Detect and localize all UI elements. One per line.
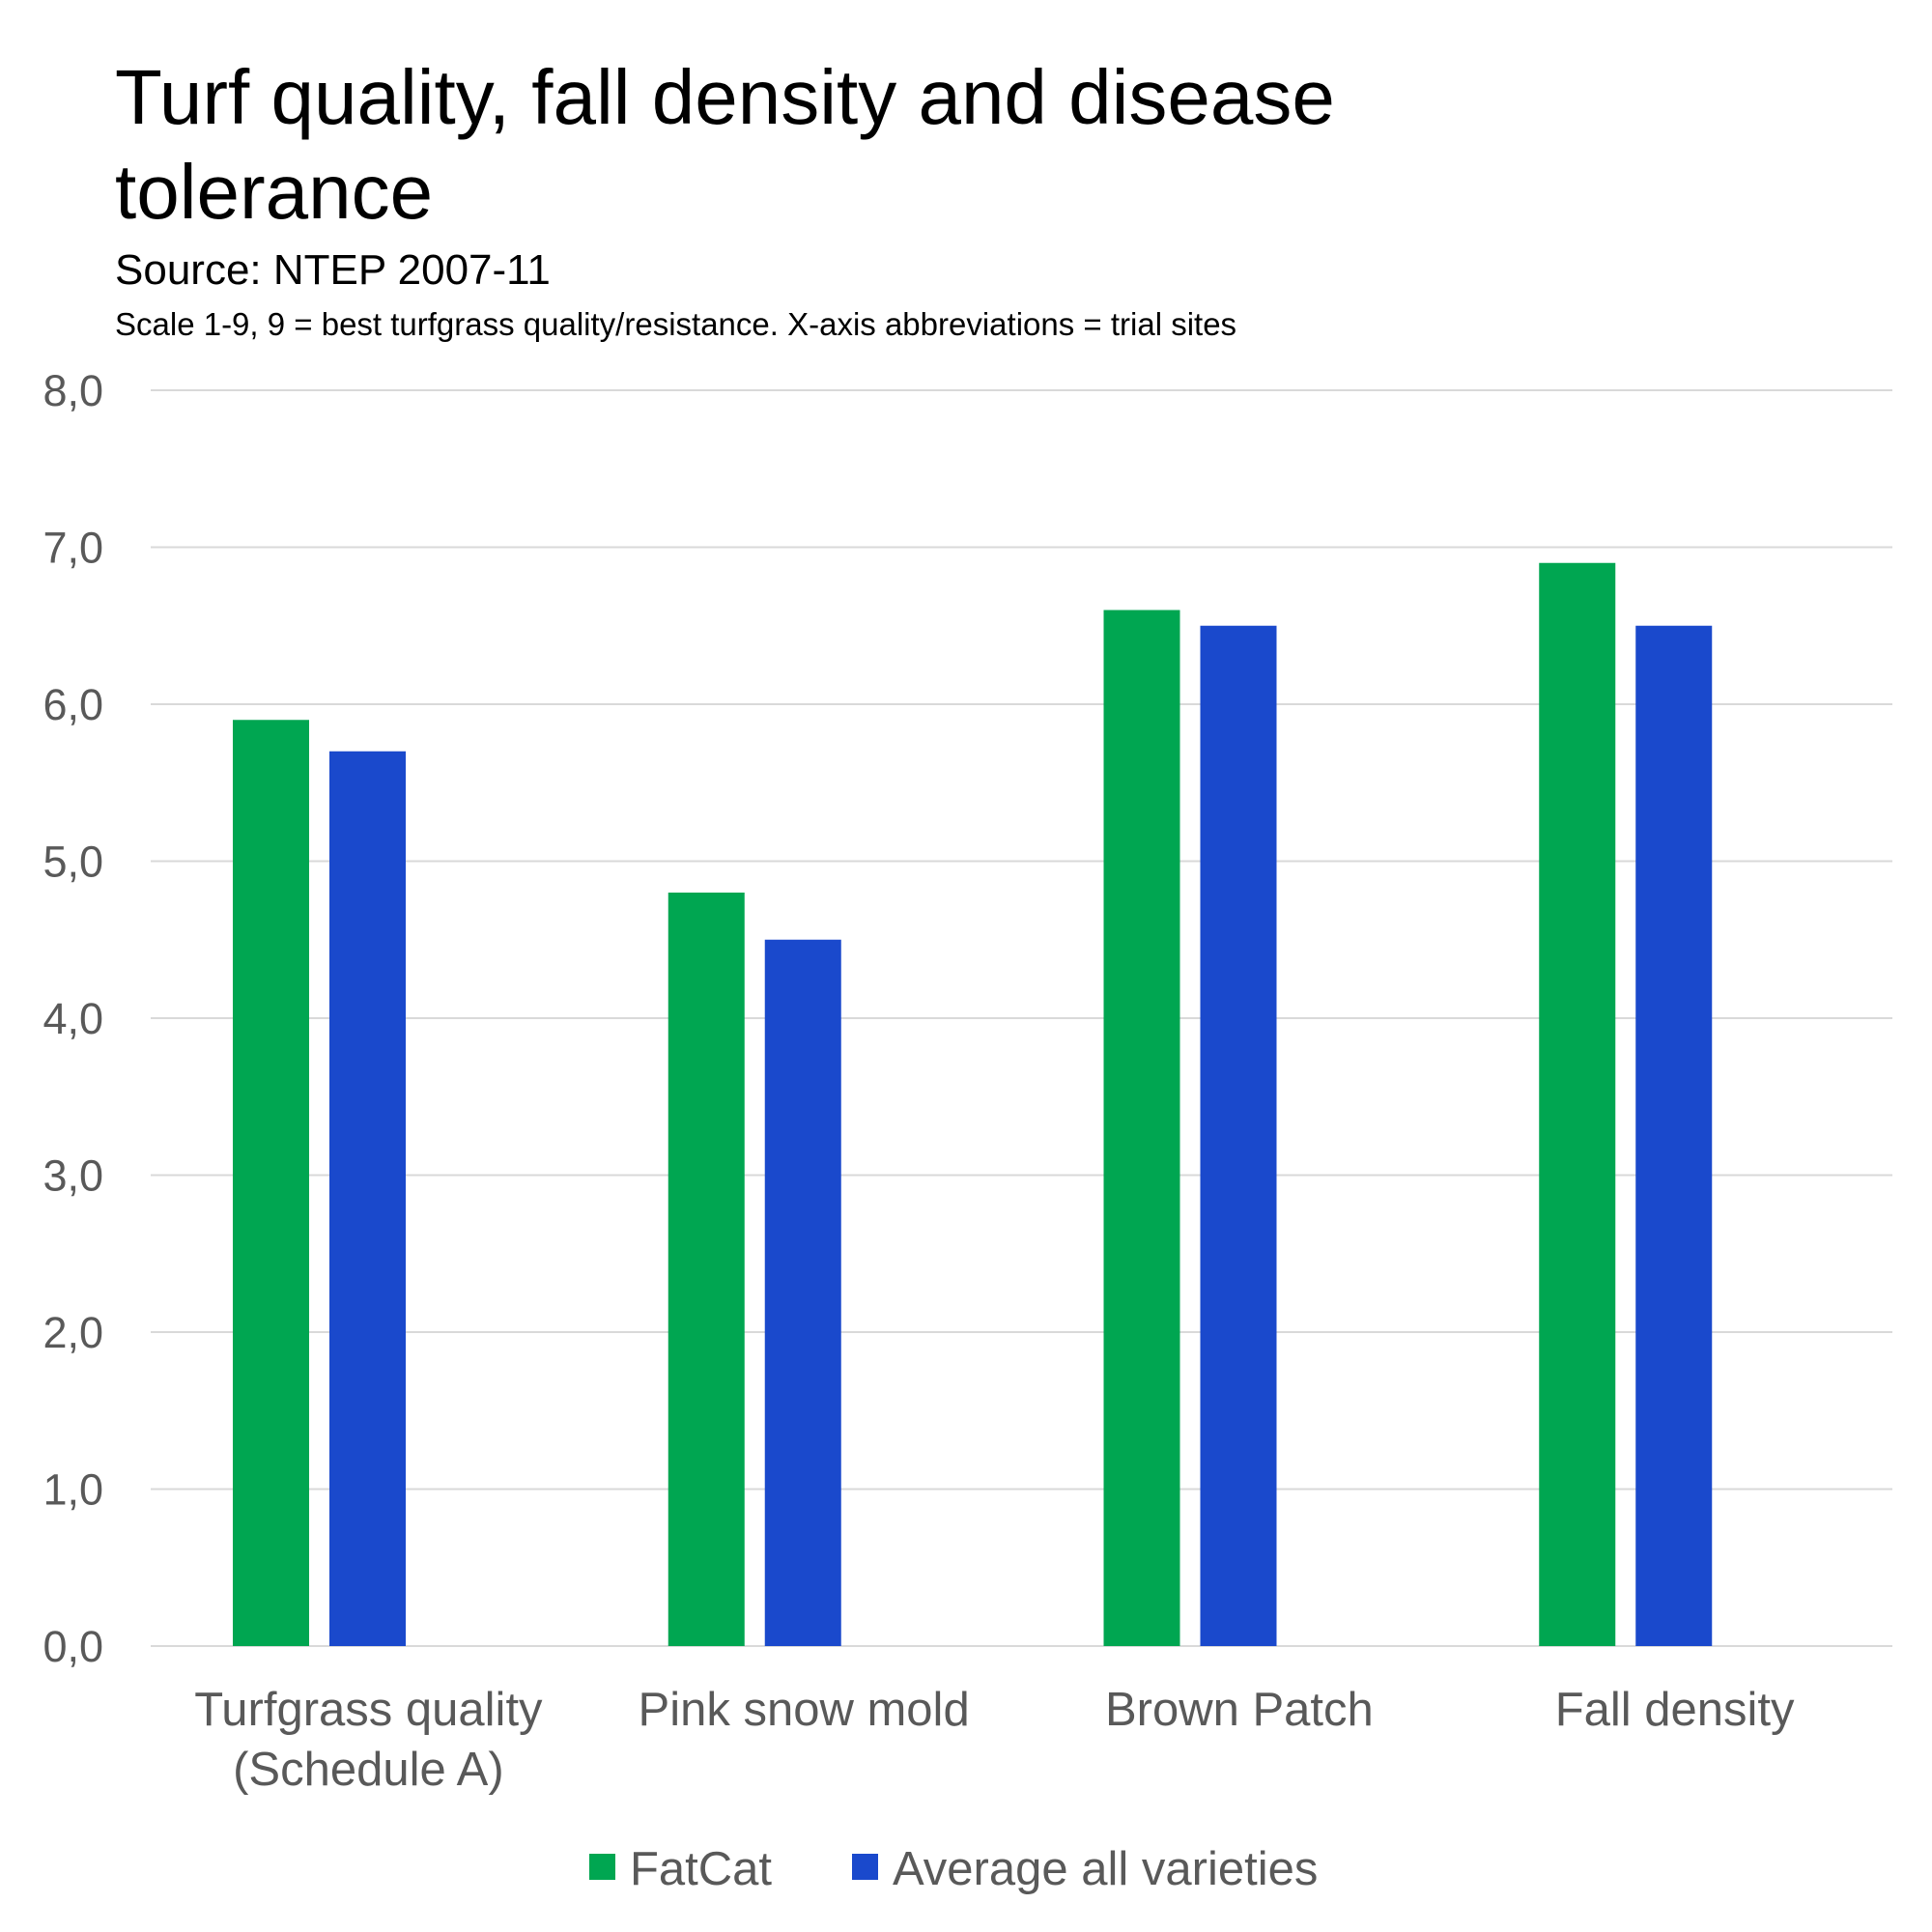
- y-tick-label: 0,0: [43, 1622, 103, 1671]
- y-tick-label: 5,0: [43, 838, 103, 887]
- gridlines: [151, 389, 1892, 1647]
- bar-average-all-varieties: [764, 939, 841, 1646]
- legend-swatch: [589, 1854, 615, 1880]
- y-tick-label: 6,0: [43, 680, 103, 729]
- bar-average-all-varieties: [1635, 625, 1713, 1646]
- bars: [233, 562, 1713, 1646]
- legend: FatCat Average all varieties: [589, 1843, 1318, 1895]
- y-tick-label: 3,0: [43, 1151, 103, 1201]
- y-tick-label: 7,0: [43, 524, 103, 573]
- y-tick-label: 1,0: [43, 1465, 103, 1515]
- chart-note: Scale 1-9, 9 = best turfgrass quality/re…: [115, 306, 1236, 342]
- chart-title-line-2: tolerance: [115, 149, 433, 235]
- x-tick-label: Pink snow mold: [639, 1684, 970, 1736]
- chart-subtitle: Source: NTEP 2007-11: [115, 246, 551, 294]
- legend-label: FatCat: [630, 1843, 772, 1895]
- x-tick-label: Brown Patch: [1105, 1684, 1374, 1736]
- bar-fatcat: [1539, 562, 1616, 1646]
- chart-title-line-1: Turf quality, fall density and disease: [115, 54, 1335, 140]
- bar-fatcat: [668, 893, 745, 1646]
- x-tick-label: (Schedule A): [233, 1744, 504, 1796]
- x-tick-label: Turfgrass quality: [194, 1684, 543, 1736]
- y-tick-label: 2,0: [43, 1308, 103, 1357]
- bar-fatcat: [233, 720, 309, 1646]
- bar-fatcat: [1103, 610, 1180, 1646]
- x-axis-labels: Turfgrass quality (Schedule A) Pink snow m…: [194, 1684, 1795, 1796]
- bar-average-all-varieties: [329, 751, 406, 1646]
- y-tick-label: 4,0: [43, 994, 103, 1043]
- x-tick-label: Fall density: [1555, 1684, 1795, 1736]
- legend-swatch: [852, 1854, 878, 1880]
- legend-label: Average all varieties: [893, 1843, 1318, 1895]
- y-axis-ticks: 0,0 1,0 2,0 3,0 4,0 5,0 6,0 7,0 8,0: [43, 366, 103, 1671]
- y-tick-label: 8,0: [43, 366, 103, 415]
- bar-average-all-varieties: [1200, 625, 1277, 1646]
